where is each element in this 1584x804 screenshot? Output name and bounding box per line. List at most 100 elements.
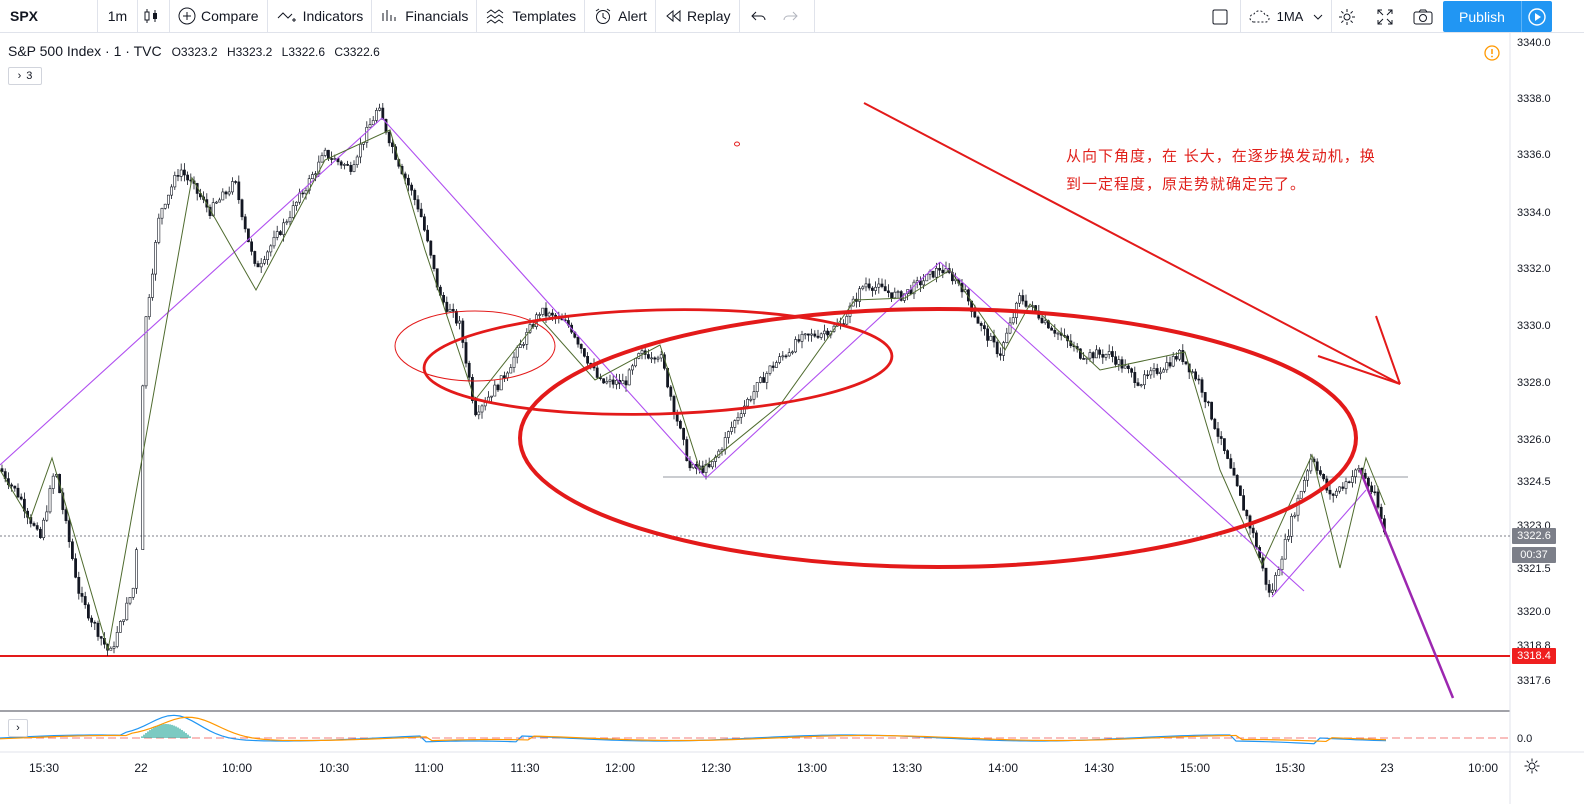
candle-body bbox=[330, 158, 334, 160]
small-ellipse-drawing[interactable] bbox=[394, 310, 556, 382]
medium-ellipse-drawing[interactable] bbox=[422, 304, 894, 420]
settings-button[interactable] bbox=[1332, 0, 1362, 33]
candle-body bbox=[746, 399, 750, 407]
chart-settings-gear-icon[interactable] bbox=[1523, 757, 1541, 775]
candle-body bbox=[1155, 368, 1159, 374]
arrow-line[interactable] bbox=[863, 102, 1401, 385]
candle-body bbox=[858, 288, 862, 302]
candle-body bbox=[720, 449, 724, 452]
price-axis-tick: 3330.0 bbox=[1517, 320, 1551, 332]
candle-body bbox=[99, 636, 103, 639]
subpane-legend-toggle[interactable]: › bbox=[8, 719, 28, 737]
large-ellipse-drawing[interactable] bbox=[518, 307, 1358, 569]
layout-button[interactable] bbox=[1202, 0, 1238, 33]
snapshot-button[interactable] bbox=[1406, 0, 1440, 33]
interval-button[interactable]: 1m bbox=[98, 0, 138, 33]
candle-body bbox=[602, 378, 606, 384]
compare-button[interactable]: Compare bbox=[170, 0, 268, 33]
fullscreen-button[interactable] bbox=[1370, 0, 1400, 33]
candle-body bbox=[496, 384, 500, 391]
candle-body bbox=[176, 175, 180, 177]
candle-body bbox=[269, 245, 273, 253]
arrow-head-line[interactable] bbox=[1375, 315, 1401, 385]
candle-body bbox=[1053, 329, 1057, 334]
candle-body bbox=[995, 341, 999, 355]
candle-body bbox=[240, 199, 244, 218]
candle-body bbox=[371, 120, 375, 125]
financials-button[interactable]: Financials bbox=[372, 0, 478, 33]
candle-body bbox=[301, 192, 305, 195]
trend-line[interactable] bbox=[705, 261, 941, 479]
candle-body bbox=[163, 203, 167, 209]
candle-body bbox=[634, 358, 638, 367]
candle-body bbox=[1203, 392, 1207, 403]
candle-body bbox=[157, 217, 161, 243]
bar-countdown-tag: 00:37 bbox=[1512, 547, 1556, 563]
candle-body bbox=[461, 320, 465, 343]
dot-drawing[interactable] bbox=[734, 141, 740, 147]
projection-line[interactable] bbox=[1358, 469, 1455, 699]
candle-body bbox=[141, 385, 145, 550]
legend-symbol-title[interactable]: S&P 500 Index · 1 · TVC bbox=[8, 43, 162, 59]
publish-button[interactable]: Publish bbox=[1443, 1, 1521, 32]
candle-body bbox=[758, 377, 762, 383]
candle-body bbox=[42, 519, 46, 539]
candle-body bbox=[989, 335, 993, 341]
candle-body bbox=[861, 286, 865, 290]
replay-button[interactable]: Replay bbox=[656, 0, 740, 33]
candle-body bbox=[621, 380, 625, 385]
candle-body bbox=[1354, 469, 1358, 477]
trend-line[interactable] bbox=[381, 117, 707, 479]
save-layout-button[interactable]: 1MA bbox=[1240, 0, 1332, 33]
candle-body bbox=[215, 201, 218, 204]
zigzag-stroke-line[interactable] bbox=[0, 129, 1386, 651]
candle-body bbox=[445, 301, 449, 312]
candle-body bbox=[896, 291, 900, 293]
replay-icon bbox=[666, 9, 681, 23]
candle-body bbox=[1299, 491, 1303, 499]
templates-button[interactable]: Templates bbox=[477, 0, 586, 33]
candle-body bbox=[1136, 382, 1140, 386]
trend-line[interactable] bbox=[0, 117, 383, 466]
candle-body bbox=[282, 222, 286, 235]
candle-body bbox=[982, 325, 986, 330]
redo-button[interactable] bbox=[777, 0, 815, 33]
candle-body bbox=[659, 354, 663, 359]
candle-body bbox=[611, 379, 615, 385]
candle-body bbox=[135, 549, 138, 589]
candle-body bbox=[522, 344, 526, 346]
indicators-button[interactable]: Indicators bbox=[268, 0, 373, 33]
candle-body bbox=[502, 375, 506, 378]
candle-body bbox=[243, 216, 247, 230]
arrow-head-line[interactable] bbox=[1317, 355, 1401, 385]
indicators-collapse-toggle[interactable]: › 3 bbox=[8, 67, 42, 85]
candle-body bbox=[35, 525, 39, 530]
candle-body bbox=[1258, 547, 1262, 559]
candle-body bbox=[1178, 350, 1182, 360]
candle-body bbox=[1040, 317, 1044, 324]
candle-body bbox=[1303, 479, 1306, 492]
symbol-search[interactable]: SPX bbox=[0, 0, 98, 33]
trend-line[interactable] bbox=[1271, 489, 1367, 598]
candle-body bbox=[826, 330, 830, 336]
warning-icon[interactable] bbox=[1484, 45, 1500, 61]
candle-body bbox=[83, 596, 87, 606]
candle-body bbox=[1056, 332, 1060, 335]
trend-line[interactable] bbox=[939, 261, 1305, 592]
candle-body bbox=[1309, 458, 1313, 472]
candle-body bbox=[992, 335, 996, 343]
publish-label: Publish bbox=[1459, 8, 1505, 25]
play-button[interactable] bbox=[1521, 1, 1552, 32]
candle-body bbox=[355, 156, 359, 165]
alert-button[interactable]: Alert bbox=[585, 0, 656, 33]
undo-button[interactable] bbox=[740, 0, 777, 33]
chart-type-button[interactable] bbox=[138, 0, 170, 33]
candle-body bbox=[1357, 468, 1361, 471]
candle-body bbox=[582, 348, 586, 357]
candle-body bbox=[291, 205, 295, 218]
candle-body bbox=[1008, 322, 1012, 334]
candle-body bbox=[1251, 527, 1255, 534]
chart-text-annotation[interactable]: 从向下角度，在 长大，在逐步换发动机，换 到一定程度，原走势就确定完了。 bbox=[1066, 142, 1486, 198]
candle-body bbox=[45, 511, 49, 521]
